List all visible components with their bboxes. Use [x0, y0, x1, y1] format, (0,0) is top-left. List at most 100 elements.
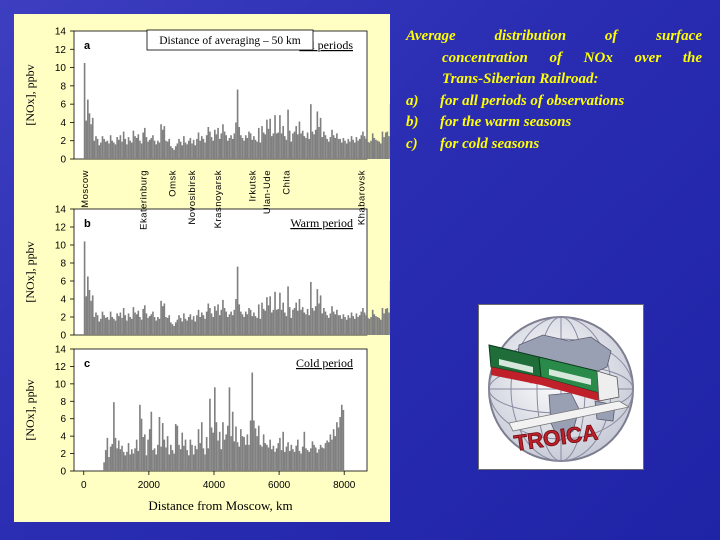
- bar: [153, 140, 156, 159]
- item-letter: c): [406, 135, 418, 152]
- bar: [301, 307, 304, 335]
- bar: [253, 312, 255, 335]
- bar: [87, 276, 89, 335]
- city-label: Chita: [282, 170, 293, 195]
- description-block: Average distribution of surface concentr…: [406, 26, 702, 155]
- bar: [145, 313, 148, 335]
- bar: [158, 142, 161, 159]
- bar: [142, 132, 144, 159]
- bar: [235, 426, 237, 471]
- bar: [355, 313, 358, 335]
- bar: [342, 314, 345, 335]
- bar: [319, 444, 322, 471]
- bar: [220, 309, 223, 335]
- bar: [275, 448, 278, 471]
- y-tick-label: 8: [60, 397, 66, 408]
- bar: [388, 312, 390, 335]
- bar: [264, 310, 267, 335]
- y-tick-label: 12: [55, 45, 67, 56]
- bar: [116, 313, 118, 335]
- bar: [155, 454, 158, 471]
- city-label: Ulan-Ude: [262, 170, 273, 214]
- city-label: Ekaterinburg: [138, 170, 149, 230]
- bar: [205, 437, 208, 471]
- bar: [152, 135, 154, 159]
- description-item-c: c) for cold seasons: [406, 134, 702, 156]
- bar: [173, 453, 175, 471]
- bar: [200, 422, 203, 471]
- x-tick-label: 8000: [333, 480, 356, 491]
- bar: [176, 425, 179, 471]
- bar: [143, 434, 146, 471]
- bar: [231, 315, 234, 335]
- bar: [327, 141, 330, 159]
- bar: [197, 429, 200, 471]
- bar: [270, 312, 273, 335]
- bar: [158, 318, 161, 335]
- bar: [287, 109, 289, 159]
- bar: [318, 449, 320, 471]
- bar: [326, 440, 328, 471]
- bar: [153, 448, 156, 471]
- bar: [157, 140, 159, 159]
- bar: [327, 442, 330, 471]
- bar: [108, 143, 110, 159]
- bar: [126, 451, 128, 471]
- bar: [344, 140, 346, 159]
- bar: [218, 315, 221, 335]
- bar: [246, 137, 249, 159]
- bar: [113, 402, 115, 471]
- bar: [345, 143, 348, 159]
- bar: [217, 127, 219, 159]
- bar: [223, 439, 226, 471]
- bar: [152, 450, 154, 471]
- bar: [140, 143, 143, 159]
- bar: [196, 138, 198, 159]
- bar: [98, 321, 101, 335]
- bar: [256, 141, 258, 159]
- bar: [358, 138, 361, 159]
- bar: [93, 140, 96, 159]
- item-text: for cold seasons: [440, 135, 540, 152]
- bar: [344, 317, 346, 335]
- bar: [380, 319, 382, 335]
- bar: [243, 317, 245, 335]
- bar: [127, 313, 130, 335]
- bar: [316, 289, 319, 335]
- bar: [249, 133, 252, 159]
- bar: [287, 286, 289, 335]
- bar: [223, 131, 226, 159]
- bar: [196, 449, 198, 471]
- bar: [283, 312, 286, 335]
- bar: [355, 137, 358, 159]
- city-label: Novosibirsk: [187, 170, 198, 225]
- bar: [109, 311, 112, 335]
- bar: [204, 142, 206, 159]
- troica-logo: TROICA: [478, 304, 644, 470]
- bar: [267, 447, 270, 471]
- bar: [117, 440, 120, 471]
- bar: [329, 434, 332, 471]
- bar: [134, 312, 136, 335]
- bar: [187, 317, 190, 335]
- bar: [171, 324, 174, 335]
- bar: [241, 436, 244, 471]
- y-tick-label: 0: [60, 331, 66, 342]
- bar: [104, 317, 107, 335]
- bar: [150, 137, 153, 159]
- bar: [130, 449, 133, 471]
- bar: [157, 317, 159, 335]
- bar: [199, 140, 201, 159]
- bar: [130, 142, 133, 159]
- bar: [183, 136, 185, 159]
- bar: [121, 317, 123, 335]
- bar: [324, 443, 327, 471]
- bar: [207, 448, 210, 471]
- bar: [285, 316, 288, 335]
- bar: [370, 140, 372, 159]
- y-tick-label: 10: [55, 379, 67, 390]
- bar: [106, 317, 109, 335]
- bar: [342, 410, 345, 471]
- bar: [215, 134, 218, 159]
- bar: [240, 429, 242, 471]
